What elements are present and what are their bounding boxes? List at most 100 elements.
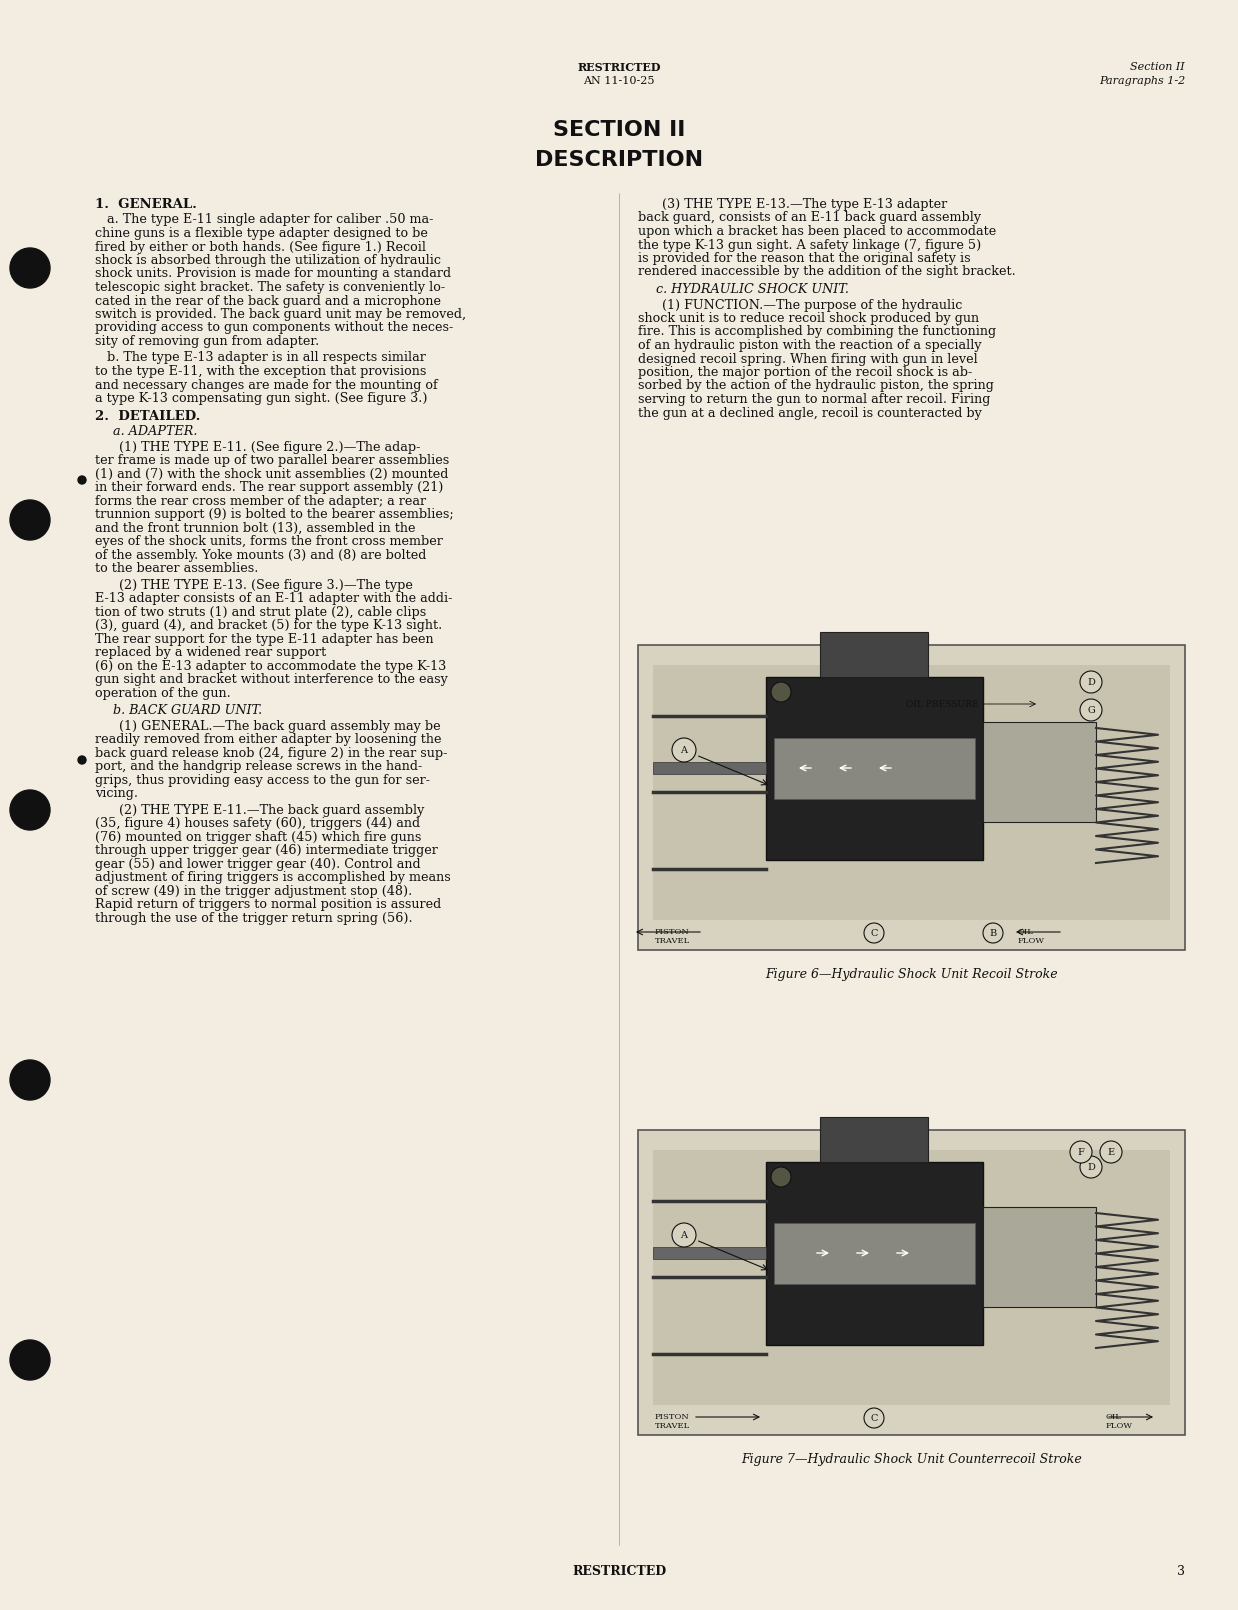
Text: RESTRICTED: RESTRICTED <box>572 1565 666 1578</box>
Circle shape <box>771 683 791 702</box>
Text: tion of two struts (1) and strut plate (2), cable clips: tion of two struts (1) and strut plate (… <box>95 605 426 618</box>
Text: RESTRICTED: RESTRICTED <box>577 63 661 72</box>
Text: and necessary changes are made for the mounting of: and necessary changes are made for the m… <box>95 378 438 391</box>
Text: (1) and (7) with the shock unit assemblies (2) mounted: (1) and (7) with the shock unit assembli… <box>95 467 448 480</box>
Circle shape <box>672 1224 696 1248</box>
Circle shape <box>1080 699 1102 721</box>
Text: gun sight and bracket without interference to the easy: gun sight and bracket without interferen… <box>95 673 448 686</box>
Text: a type K-13 compensating gun sight. (See figure 3.): a type K-13 compensating gun sight. (See… <box>95 391 427 406</box>
Text: (3) THE TYPE E-13.—The type E-13 adapter: (3) THE TYPE E-13.—The type E-13 adapter <box>638 198 947 211</box>
Text: C: C <box>870 1414 878 1423</box>
Text: the gun at a declined angle, recoil is counteracted by: the gun at a declined angle, recoil is c… <box>638 406 982 420</box>
Bar <box>820 633 928 676</box>
Circle shape <box>10 791 50 831</box>
Text: replaced by a widened rear support: replaced by a widened rear support <box>95 646 327 658</box>
Text: TRAVEL: TRAVEL <box>655 1422 691 1430</box>
Circle shape <box>10 1340 50 1380</box>
Text: ter frame is made up of two parallel bearer assemblies: ter frame is made up of two parallel bea… <box>95 454 449 467</box>
Text: eyes of the shock units, forms the front cross member: eyes of the shock units, forms the front… <box>95 535 443 547</box>
Text: FLOW: FLOW <box>1106 1422 1133 1430</box>
Circle shape <box>78 477 85 485</box>
Text: (3), guard (4), and bracket (5) for the type K-13 sight.: (3), guard (4), and bracket (5) for the … <box>95 618 442 633</box>
Text: The rear support for the type E-11 adapter has been: The rear support for the type E-11 adapt… <box>95 633 433 646</box>
Text: vicing.: vicing. <box>95 787 137 800</box>
Text: sorbed by the action of the hydraulic piston, the spring: sorbed by the action of the hydraulic pi… <box>638 380 994 393</box>
Text: position, the major portion of the recoil shock is ab-: position, the major portion of the recoi… <box>638 365 972 378</box>
Text: back guard, consists of an E-11 back guard assembly: back guard, consists of an E-11 back gua… <box>638 211 982 224</box>
Text: through upper trigger gear (46) intermediate trigger: through upper trigger gear (46) intermed… <box>95 844 438 857</box>
Bar <box>638 1130 1185 1435</box>
Text: TRAVEL: TRAVEL <box>655 937 691 945</box>
Text: D: D <box>1087 678 1094 686</box>
Text: Figure 6—Hydraulic Shock Unit Recoil Stroke: Figure 6—Hydraulic Shock Unit Recoil Str… <box>765 968 1057 980</box>
Circle shape <box>1101 1141 1122 1162</box>
Text: Rapid return of triggers to normal position is assured: Rapid return of triggers to normal posit… <box>95 898 441 911</box>
Text: a. The type E-11 single adapter for caliber .50 ma-: a. The type E-11 single adapter for cali… <box>95 214 433 227</box>
Bar <box>638 646 1185 950</box>
Text: rendered inaccessible by the addition of the sight bracket.: rendered inaccessible by the addition of… <box>638 266 1015 279</box>
Text: to the type E-11, with the exception that provisions: to the type E-11, with the exception tha… <box>95 365 426 378</box>
Text: (35, figure 4) houses safety (60), triggers (44) and: (35, figure 4) houses safety (60), trigg… <box>95 816 420 831</box>
Text: FLOW: FLOW <box>1018 937 1045 945</box>
Text: fire. This is accomplished by combining the functioning: fire. This is accomplished by combining … <box>638 325 997 338</box>
Circle shape <box>1070 1141 1092 1162</box>
Text: back guard release knob (24, figure 2) in the rear sup-: back guard release knob (24, figure 2) i… <box>95 747 447 760</box>
Bar <box>652 665 1170 919</box>
Bar <box>983 721 1096 823</box>
Text: PISTON: PISTON <box>655 1414 690 1422</box>
Text: E-13 adapter consists of an E-11 adapter with the addi-: E-13 adapter consists of an E-11 adapter… <box>95 592 452 605</box>
Text: forms the rear cross member of the adapter; a rear: forms the rear cross member of the adapt… <box>95 494 426 507</box>
Text: a. ADAPTER.: a. ADAPTER. <box>113 425 197 438</box>
Text: is provided for the reason that the original safety is: is provided for the reason that the orig… <box>638 253 971 266</box>
Text: (1) GENERAL.—The back guard assembly may be: (1) GENERAL.—The back guard assembly may… <box>95 720 441 733</box>
Text: providing access to gun components without the neces-: providing access to gun components witho… <box>95 322 453 335</box>
Text: (1) FUNCTION.—The purpose of the hydraulic: (1) FUNCTION.—The purpose of the hydraul… <box>638 298 962 311</box>
Text: cated in the rear of the back guard and a microphone: cated in the rear of the back guard and … <box>95 295 441 308</box>
Bar <box>652 1150 1170 1406</box>
Text: A: A <box>681 745 687 755</box>
Text: 2.  DETAILED.: 2. DETAILED. <box>95 409 201 422</box>
Text: F: F <box>1077 1148 1084 1156</box>
Text: shock units. Provision is made for mounting a standard: shock units. Provision is made for mount… <box>95 267 451 280</box>
Bar <box>820 1117 928 1162</box>
Bar <box>983 1208 1096 1307</box>
Text: trunnion support (9) is bolted to the bearer assemblies;: trunnion support (9) is bolted to the be… <box>95 509 453 522</box>
Text: serving to return the gun to normal after recoil. Firing: serving to return the gun to normal afte… <box>638 393 990 406</box>
Text: A: A <box>681 1230 687 1240</box>
Text: port, and the handgrip release screws in the hand-: port, and the handgrip release screws in… <box>95 760 422 773</box>
Text: c. HYDRAULIC SHOCK UNIT.: c. HYDRAULIC SHOCK UNIT. <box>656 283 849 296</box>
Circle shape <box>983 923 1003 943</box>
Bar <box>774 737 976 799</box>
Text: of an hydraulic piston with the reaction of a specially: of an hydraulic piston with the reaction… <box>638 340 982 353</box>
Circle shape <box>672 737 696 762</box>
Text: shock unit is to reduce recoil shock produced by gun: shock unit is to reduce recoil shock pro… <box>638 312 979 325</box>
Text: of the assembly. Yoke mounts (3) and (8) are bolted: of the assembly. Yoke mounts (3) and (8)… <box>95 549 426 562</box>
Text: upon which a bracket has been placed to accommodate: upon which a bracket has been placed to … <box>638 225 997 238</box>
Text: to the bearer assemblies.: to the bearer assemblies. <box>95 562 259 575</box>
Text: (1) THE TYPE E-11. (See figure 2.)—The adap-: (1) THE TYPE E-11. (See figure 2.)—The a… <box>95 441 421 454</box>
Text: telescopic sight bracket. The safety is conveniently lo-: telescopic sight bracket. The safety is … <box>95 282 446 295</box>
Text: Paragraphs 1-2: Paragraphs 1-2 <box>1099 76 1185 85</box>
Text: (6) on the E-13 adapter to accommodate the type K-13: (6) on the E-13 adapter to accommodate t… <box>95 660 446 673</box>
Text: 3: 3 <box>1177 1565 1185 1578</box>
Text: chine guns is a flexible type adapter designed to be: chine guns is a flexible type adapter de… <box>95 227 428 240</box>
Text: through the use of the trigger return spring (56).: through the use of the trigger return sp… <box>95 911 412 924</box>
Text: gear (55) and lower trigger gear (40). Control and: gear (55) and lower trigger gear (40). C… <box>95 858 421 871</box>
Text: (2) THE TYPE E-13. (See figure 3.)—The type: (2) THE TYPE E-13. (See figure 3.)—The t… <box>95 578 413 591</box>
Text: readily removed from either adapter by loosening the: readily removed from either adapter by l… <box>95 733 442 745</box>
Circle shape <box>1080 1156 1102 1179</box>
Text: grips, thus providing easy access to the gun for ser-: grips, thus providing easy access to the… <box>95 773 430 787</box>
Circle shape <box>1080 671 1102 692</box>
Bar <box>766 1162 983 1344</box>
Circle shape <box>10 1059 50 1100</box>
Text: OIL: OIL <box>1106 1414 1122 1422</box>
Text: OIL: OIL <box>1018 927 1034 935</box>
Text: (76) mounted on trigger shaft (45) which fire guns: (76) mounted on trigger shaft (45) which… <box>95 831 421 844</box>
Bar <box>766 676 983 860</box>
Text: Section II: Section II <box>1130 63 1185 72</box>
Text: adjustment of firing triggers is accomplished by means: adjustment of firing triggers is accompl… <box>95 871 451 884</box>
Text: C: C <box>870 929 878 937</box>
Text: designed recoil spring. When firing with gun in level: designed recoil spring. When firing with… <box>638 353 978 365</box>
Text: OIL PRESSURE: OIL PRESSURE <box>905 699 978 708</box>
Circle shape <box>10 248 50 288</box>
